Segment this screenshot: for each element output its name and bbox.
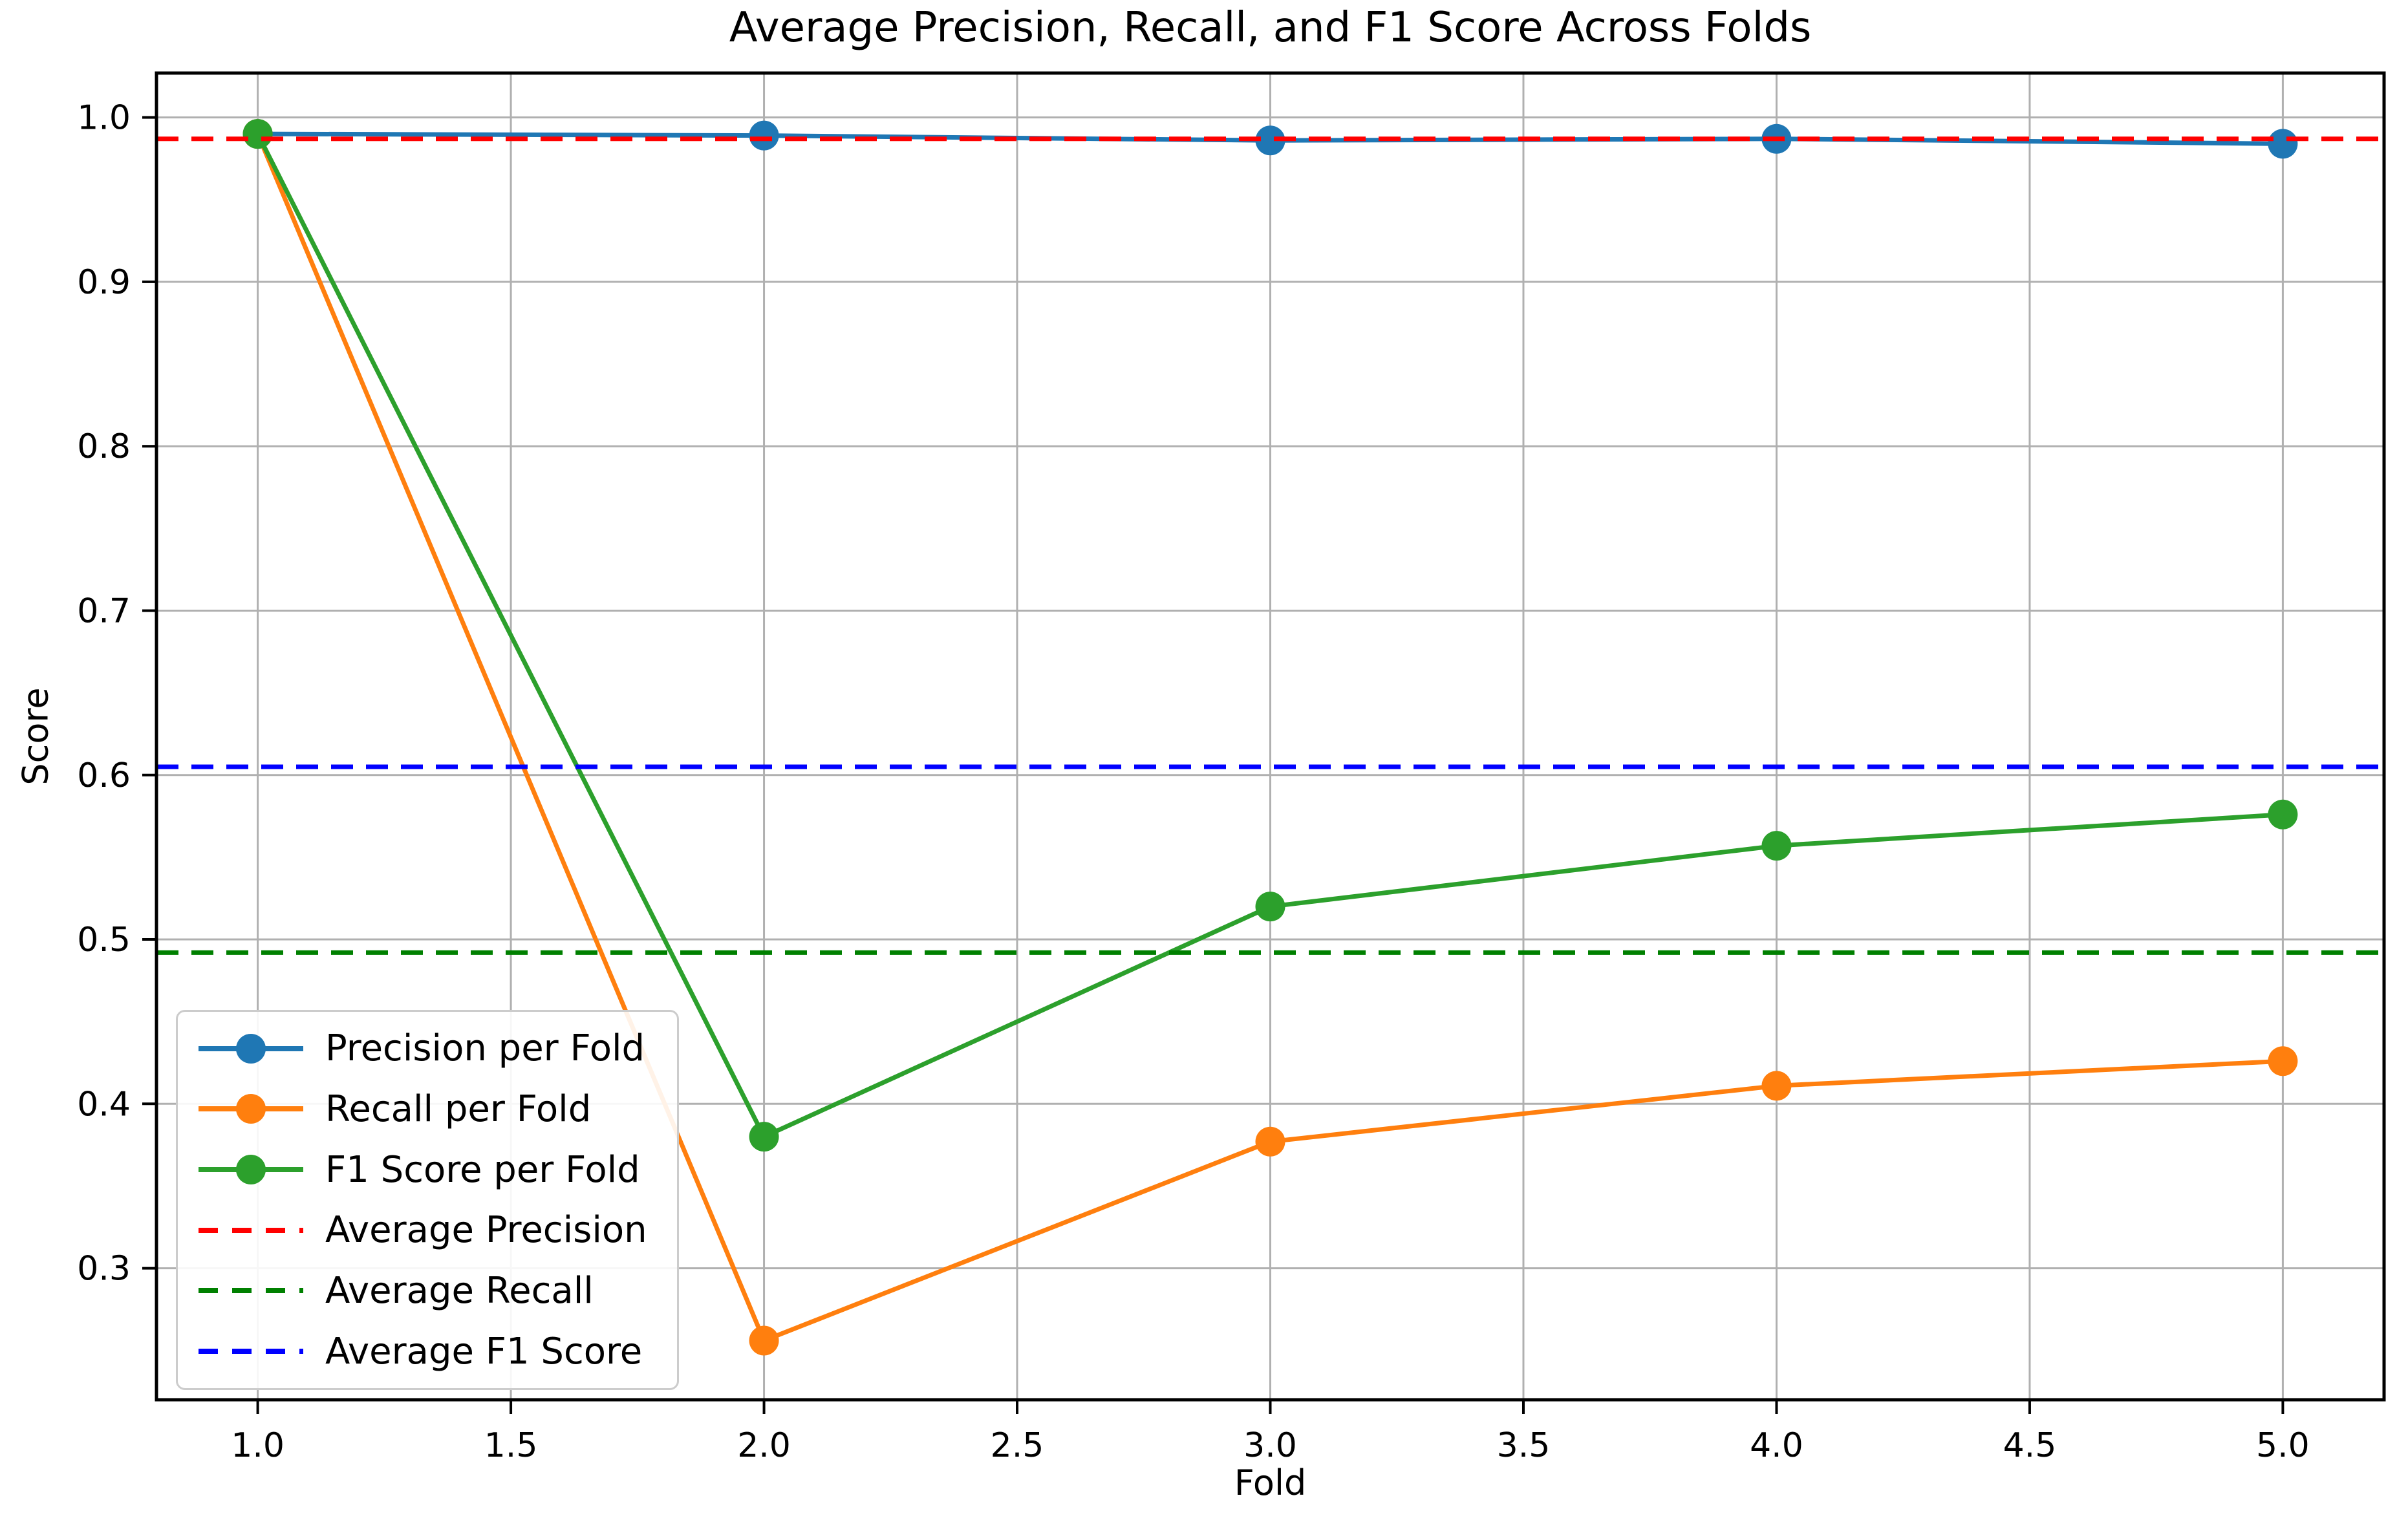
tick-label-x-1.0: 1.0 (231, 1426, 285, 1465)
x-axis-label: Fold (1234, 1462, 1307, 1503)
tick-label-x-3.5: 3.5 (1497, 1426, 1551, 1465)
legend-swatch-graphic (199, 1094, 303, 1124)
tick-label-y-0.7: 0.7 (77, 592, 131, 630)
tick-label-x-3.0: 3.0 (1243, 1426, 1297, 1465)
legend-swatch-avg-recall (196, 1271, 306, 1310)
legend-swatch-avg-precision (196, 1211, 306, 1250)
legend-label: Average Recall (325, 1269, 594, 1312)
tick-label-x-4.0: 4.0 (1750, 1426, 1803, 1465)
marker-precision-per-fold-fold-2 (749, 120, 779, 151)
legend-swatch-graphic (199, 1349, 303, 1354)
legend: Precision per Fold Recall per Fold F1 Sc… (176, 1010, 679, 1390)
legend-label: F1 Score per Fold (325, 1148, 640, 1191)
legend-label: Precision per Fold (325, 1027, 645, 1070)
legend-swatch-graphic (199, 1227, 303, 1233)
marker-recall-per-fold-fold-4 (1761, 1071, 1792, 1101)
legend-item-precision: Precision per Fold (196, 1027, 664, 1069)
legend-item-recall: Recall per Fold (196, 1088, 664, 1130)
marker-f1-score-per-fold-fold-2 (749, 1122, 779, 1152)
legend-swatch-graphic (199, 1155, 303, 1185)
legend-swatch-graphic (199, 1033, 303, 1064)
marker-precision-per-fold-fold-5 (2268, 129, 2298, 159)
legend-marker (236, 1033, 266, 1064)
tick-label-x-2.5: 2.5 (991, 1426, 1044, 1465)
marker-f1-score-per-fold-fold-4 (1761, 831, 1792, 861)
tick-label-x-4.5: 4.5 (2003, 1426, 2057, 1465)
legend-swatch-avg-f1 (196, 1332, 306, 1371)
marker-f1-score-per-fold-fold-5 (2268, 799, 2298, 830)
marker-f1-score-per-fold-fold-1 (242, 119, 273, 149)
tick-label-y-0.4: 0.4 (77, 1085, 131, 1124)
legend-swatch-graphic (199, 1288, 303, 1294)
marker-recall-per-fold-fold-3 (1255, 1126, 1285, 1157)
tick-label-y-0.5: 0.5 (77, 921, 131, 959)
tick-label-y-0.8: 0.8 (77, 427, 131, 466)
tick-label-x-2.0: 2.0 (737, 1426, 791, 1465)
legend-label: Recall per Fold (325, 1087, 592, 1130)
legend-item-avg-recall: Average Recall (196, 1270, 664, 1312)
tick-label-y-0.3: 0.3 (77, 1250, 131, 1289)
legend-swatch-recall (196, 1089, 306, 1128)
legend-label: Average Precision (325, 1209, 647, 1252)
marker-f1-score-per-fold-fold-3 (1255, 892, 1285, 922)
marker-recall-per-fold-fold-5 (2268, 1046, 2298, 1076)
legend-item-f1: F1 Score per Fold (196, 1149, 664, 1191)
legend-swatch-precision (196, 1029, 306, 1068)
legend-swatch-f1 (196, 1150, 306, 1189)
legend-marker (236, 1094, 266, 1124)
tick-label-x-1.5: 1.5 (484, 1426, 538, 1465)
legend-marker (236, 1155, 266, 1185)
marker-recall-per-fold-fold-2 (749, 1325, 779, 1356)
tick-label-y-0.6: 0.6 (77, 756, 131, 795)
legend-label: Average F1 Score (325, 1330, 643, 1373)
tick-label-y-0.9: 0.9 (77, 263, 131, 302)
legend-item-avg-precision: Average Precision (196, 1209, 664, 1251)
chart-title: Average Precision, Recall, and F1 Score … (729, 4, 1812, 52)
y-axis-label: Score (15, 687, 56, 786)
marker-precision-per-fold-fold-3 (1255, 125, 1285, 156)
tick-label-x-5.0: 5.0 (2256, 1426, 2310, 1465)
tick-label-y-1.0: 1.0 (77, 99, 131, 138)
legend-item-avg-f1: Average F1 Score (196, 1331, 664, 1373)
